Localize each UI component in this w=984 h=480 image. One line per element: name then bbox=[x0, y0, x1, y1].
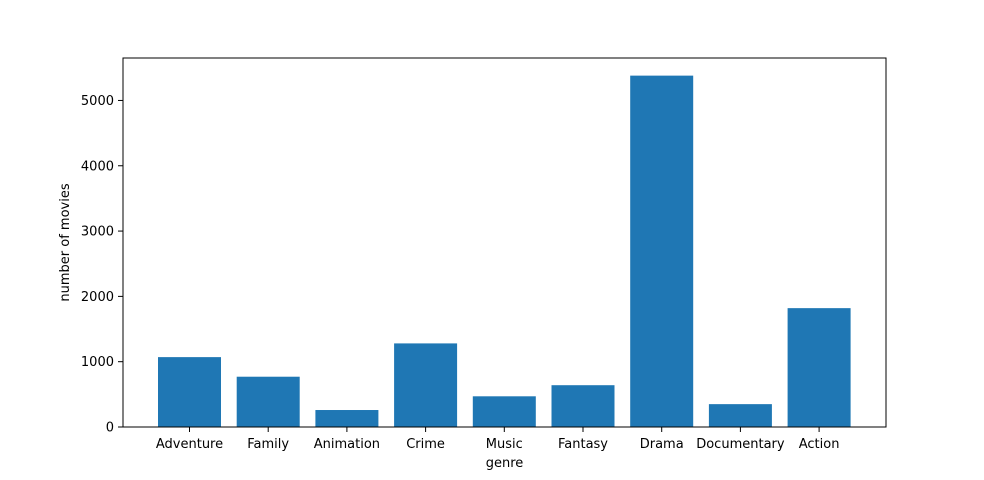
bars-group bbox=[158, 75, 851, 427]
x-tick-label: Crime bbox=[406, 437, 445, 452]
bar-documentary bbox=[708, 404, 772, 427]
y-tick-label: 2000 bbox=[81, 290, 114, 305]
bar-family bbox=[236, 376, 300, 427]
y-axis-label: number of movies bbox=[58, 183, 73, 301]
x-tick-label: Music bbox=[486, 437, 523, 452]
x-tick-label: Fantasy bbox=[558, 437, 608, 452]
bar-drama bbox=[630, 75, 694, 427]
x-tick-label: Documentary bbox=[696, 437, 785, 452]
bar-animation bbox=[315, 410, 379, 427]
bar-fantasy bbox=[551, 385, 615, 427]
x-tick-label: Adventure bbox=[156, 437, 223, 452]
bar-adventure bbox=[158, 357, 221, 427]
bar-crime bbox=[394, 343, 458, 427]
x-tick-label: Animation bbox=[314, 437, 380, 452]
x-tick-label: Family bbox=[247, 437, 289, 452]
bar-action bbox=[787, 308, 851, 427]
plot-frame bbox=[122, 57, 887, 428]
x-axis-ticks: Adventure Family Animation Crime Music Fantas… bbox=[156, 427, 840, 452]
x-tick-label: Action bbox=[799, 437, 840, 452]
x-tick-label: Drama bbox=[640, 437, 684, 452]
y-tick-label: 4000 bbox=[81, 159, 114, 174]
y-axis-ticks: 0 1000 2000 3000 4000 5000 bbox=[81, 94, 123, 436]
y-tick-label: 1000 bbox=[81, 355, 114, 370]
bar-music bbox=[472, 396, 536, 427]
x-axis-label: genre bbox=[486, 456, 524, 471]
y-tick-label: 0 bbox=[106, 421, 114, 436]
y-tick-label: 5000 bbox=[81, 94, 114, 109]
y-tick-label: 3000 bbox=[81, 225, 114, 240]
